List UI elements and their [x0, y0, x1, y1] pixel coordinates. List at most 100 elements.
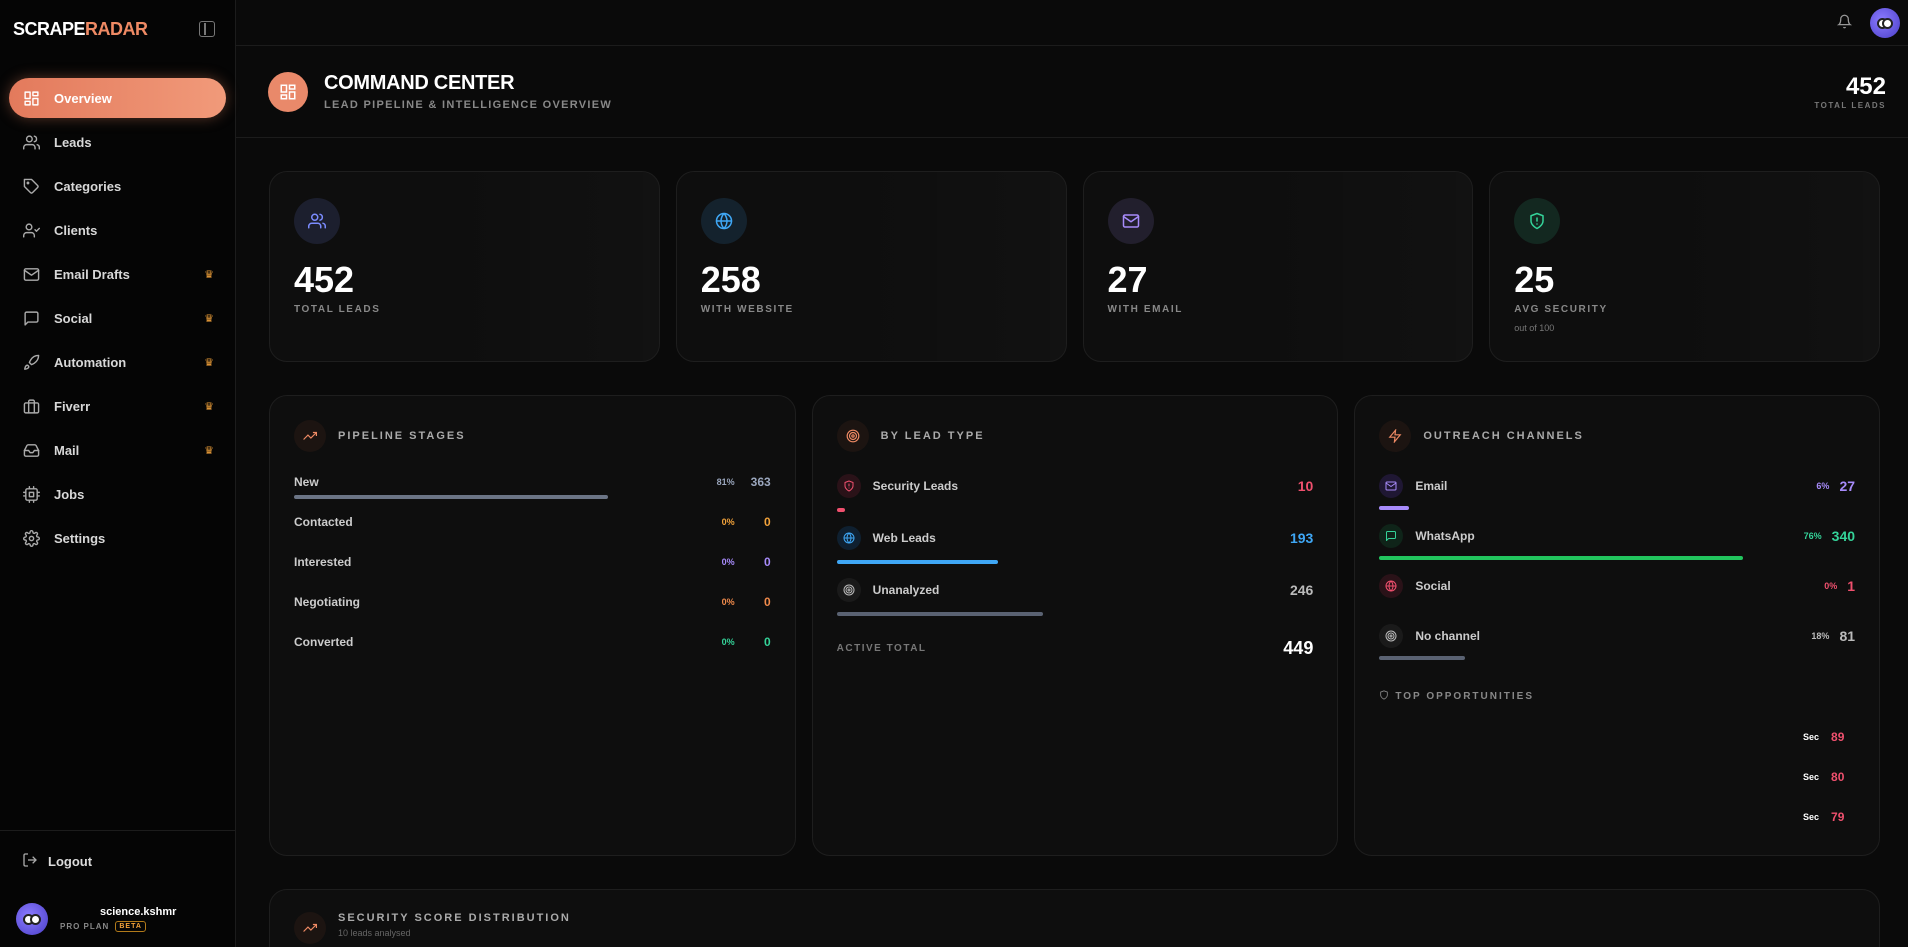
- lead-type-web-leads: Web Leads 193: [836, 524, 1314, 576]
- users-icon: [294, 198, 340, 244]
- sidebar-item-label: Settings: [54, 530, 106, 546]
- avatar[interactable]: [1870, 7, 1900, 38]
- bell-icon[interactable]: [1836, 14, 1853, 32]
- channel-name: Social: [1415, 579, 1451, 593]
- crown-icon: ♛: [204, 268, 214, 281]
- page-header: COMMAND CENTER LEAD PIPELINE & INTELLIGE…: [236, 46, 1908, 138]
- shield-icon: [1379, 690, 1389, 703]
- sidebar-item-label: Leads: [54, 134, 92, 150]
- crown-icon: ♛: [204, 400, 214, 413]
- stage-percent: 0%: [721, 517, 735, 527]
- stage-name: Converted: [294, 635, 354, 649]
- stage-progress-bar: [294, 495, 771, 499]
- globe-icon: [700, 198, 747, 244]
- globe-icon: [1379, 574, 1404, 598]
- crown-icon: ♛: [204, 444, 214, 457]
- stat-label: TOTAL LEADS: [294, 304, 381, 315]
- sidebar-item-label: Clients: [54, 222, 98, 238]
- opportunity-row[interactable]: Sec 89: [1379, 717, 1855, 757]
- sidebar-item-jobs[interactable]: Jobs: [9, 474, 226, 514]
- channel-percent: 18%: [1811, 631, 1830, 641]
- message-icon: [21, 308, 41, 328]
- sidebar-item-clients[interactable]: Clients: [9, 210, 226, 250]
- sidebar-item-social[interactable]: Social ♛: [9, 298, 226, 338]
- stage-count: 0: [763, 555, 771, 569]
- lead-type-name: Web Leads: [872, 531, 936, 545]
- logout-button[interactable]: Logout: [0, 831, 235, 891]
- sidebar-item-automation[interactable]: Automation ♛: [9, 342, 226, 382]
- channel-percent: 0%: [1824, 581, 1838, 591]
- logout-icon: [22, 852, 38, 871]
- channel-name: WhatsApp: [1415, 529, 1475, 543]
- panel-title: OUTREACH CHANNELS: [1423, 430, 1584, 442]
- stage-percent: 0%: [721, 557, 735, 567]
- inbox-icon: [21, 440, 41, 460]
- stage-percent: 81%: [716, 477, 735, 487]
- lead-type-value: 193: [1289, 530, 1314, 546]
- stat-value: 27: [1107, 259, 1148, 300]
- stat-card-with-email: 27 WITH EMAIL: [1082, 171, 1474, 362]
- brand-bar: SCRAPERADAR: [0, 0, 235, 58]
- stage-count: 0: [763, 515, 771, 529]
- sidebar-collapse-icon[interactable]: [199, 21, 215, 37]
- target-icon: [836, 578, 861, 602]
- sidebar-item-leads[interactable]: Leads: [9, 122, 226, 162]
- outreach-panel: OUTREACH CHANNELS Email 6% 27 WhatsApp 76% 34…: [1354, 395, 1881, 856]
- sidebar-item-label: Automation: [54, 354, 127, 370]
- stat-value: 25: [1514, 259, 1555, 300]
- rocket-icon: [21, 352, 41, 372]
- cpu-icon: [21, 484, 41, 504]
- panel-title: SECURITY SCORE DISTRIBUTION: [338, 912, 571, 924]
- pipeline-stage-contacted: Contacted 0% 0: [294, 512, 771, 552]
- channel-name: Email: [1415, 479, 1448, 493]
- channel-value: 27: [1839, 478, 1856, 494]
- top-opportunities-heading: TOP OPPORTUNITIES: [1379, 690, 1855, 703]
- opportunity-tag: Sec: [1803, 732, 1820, 742]
- sidebar-item-categories[interactable]: Categories: [9, 166, 226, 206]
- panel-title: PIPELINE STAGES: [338, 430, 466, 442]
- sidebar-footer: Logout science.kshmr PRO PLAN BETA: [0, 830, 235, 947]
- shield-icon: [1514, 198, 1561, 244]
- opportunity-row[interactable]: Sec 80: [1379, 757, 1855, 797]
- crown-icon: ♛: [204, 312, 214, 325]
- stage-percent: 0%: [721, 637, 735, 647]
- grid-icon: [21, 88, 41, 108]
- channel-no-channel: No channel 18% 81: [1379, 622, 1855, 672]
- stat-label: WITH EMAIL: [1107, 304, 1183, 315]
- trending-icon: [294, 420, 326, 452]
- sidebar-item-overview[interactable]: Overview: [9, 78, 226, 118]
- stat-card-total-leads: 452 TOTAL LEADS: [269, 171, 660, 362]
- stage-name: New: [294, 475, 319, 489]
- panel-subtitle: 10 leads analysed: [338, 928, 411, 938]
- channel-progress-bar: [1379, 606, 1855, 610]
- page-title: COMMAND CENTER: [324, 72, 515, 94]
- logout-label: Logout: [48, 853, 93, 869]
- sidebar-item-fiverr[interactable]: Fiverr ♛: [9, 386, 226, 426]
- opportunity-row[interactable]: Sec 79: [1379, 797, 1855, 837]
- sidebar-item-label: Social: [54, 310, 93, 326]
- chat-icon: [1379, 524, 1404, 548]
- sidebar-item-email-drafts[interactable]: Email Drafts ♛: [9, 254, 226, 294]
- user-plan: PRO PLAN BETA: [60, 921, 176, 932]
- pipeline-stage-negotiating: Negotiating 0% 0: [294, 592, 771, 632]
- app-logo[interactable]: SCRAPERADAR: [13, 18, 148, 39]
- zap-icon: [1379, 420, 1412, 452]
- sidebar-item-settings[interactable]: Settings: [9, 518, 226, 558]
- sidebar-nav: Overview Leads Categories Clients Email Draf…: [0, 58, 235, 558]
- stage-count: 363: [750, 475, 771, 489]
- shield-icon: [836, 474, 861, 498]
- lead-type-name: Unanalyzed: [872, 583, 940, 597]
- globe-icon: [836, 526, 861, 550]
- channel-name: No channel: [1415, 629, 1481, 643]
- mail-icon: [21, 264, 41, 284]
- stage-count: 0: [763, 635, 771, 649]
- active-total-value: 449: [1283, 638, 1314, 658]
- pipeline-stage-interested: Interested 0% 0: [294, 552, 771, 592]
- sidebar-item-mail[interactable]: Mail ♛: [9, 430, 226, 470]
- sidebar-item-label: Email Drafts: [54, 266, 130, 282]
- target-icon: [1379, 624, 1404, 648]
- sidebar-item-label: Overview: [54, 90, 112, 106]
- lead-type-progress-bar: [836, 560, 1314, 564]
- user-profile[interactable]: science.kshmr PRO PLAN BETA: [0, 891, 235, 947]
- beta-badge: BETA: [115, 921, 146, 932]
